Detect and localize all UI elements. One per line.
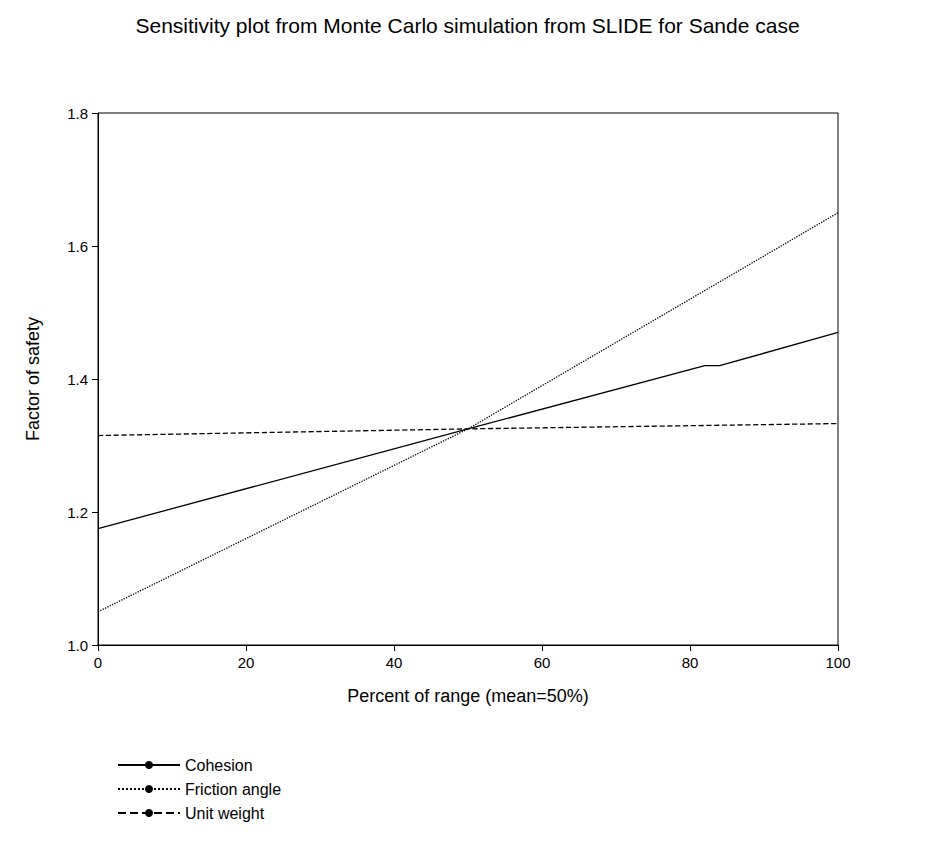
svg-text:1.2: 1.2 bbox=[67, 504, 88, 521]
svg-text:Percent of range (mean=50%): Percent of range (mean=50%) bbox=[347, 686, 589, 706]
svg-text:Unit weight: Unit weight bbox=[185, 805, 265, 822]
svg-text:1.6: 1.6 bbox=[67, 238, 88, 255]
svg-text:60: 60 bbox=[534, 654, 551, 671]
svg-text:Friction angle: Friction angle bbox=[185, 781, 281, 798]
svg-text:1.8: 1.8 bbox=[67, 105, 88, 122]
svg-text:Sensitivity plot from Monte Ca: Sensitivity plot from Monte Carlo simula… bbox=[135, 14, 799, 37]
svg-text:Cohesion: Cohesion bbox=[185, 757, 253, 774]
svg-text:100: 100 bbox=[825, 654, 850, 671]
svg-text:20: 20 bbox=[238, 654, 255, 671]
svg-text:Factor of safety: Factor of safety bbox=[23, 317, 43, 441]
svg-text:80: 80 bbox=[682, 654, 699, 671]
svg-text:1.0: 1.0 bbox=[67, 637, 88, 654]
svg-text:0: 0 bbox=[94, 654, 102, 671]
svg-text:40: 40 bbox=[386, 654, 403, 671]
svg-text:1.4: 1.4 bbox=[67, 371, 88, 388]
